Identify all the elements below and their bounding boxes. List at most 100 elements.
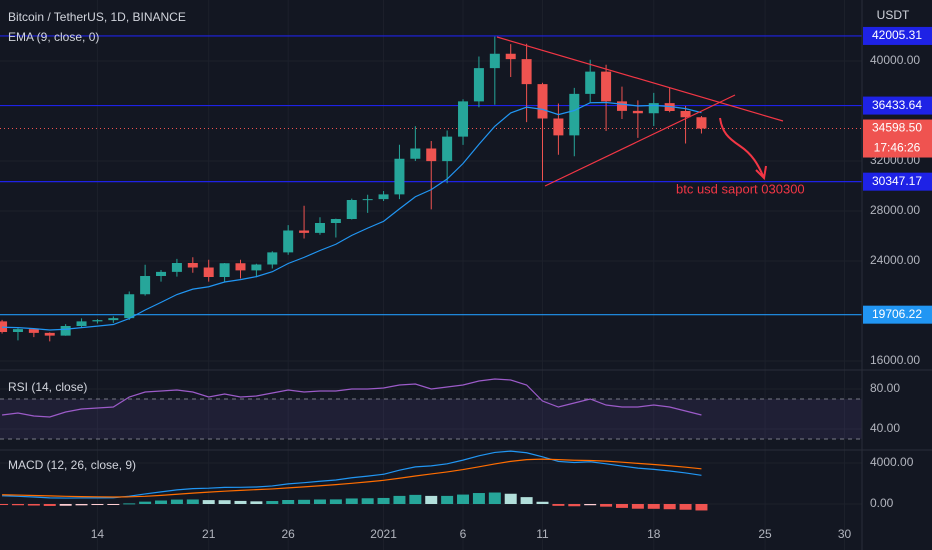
x-tick-label: 21	[202, 527, 216, 541]
histogram-bar	[155, 500, 168, 504]
candle-body	[458, 101, 469, 137]
x-tick-label: 6	[460, 527, 467, 541]
histogram-bar	[186, 499, 199, 504]
histogram-bar	[663, 503, 676, 510]
candle-body	[267, 252, 278, 265]
histogram-bar	[631, 503, 644, 509]
last-price-label-box	[863, 119, 932, 158]
y-tick-label: 40.00	[870, 421, 900, 435]
candle-body	[76, 321, 87, 326]
candle-body	[330, 219, 341, 223]
level-label-box	[863, 172, 932, 191]
trend-line-upper	[496, 36, 784, 122]
candle-body	[410, 148, 421, 159]
histogram-bar	[393, 495, 406, 504]
histogram-bar	[43, 503, 56, 506]
trend-line-lower	[544, 94, 736, 187]
histogram-bar	[123, 503, 136, 505]
histogram-bar	[139, 501, 152, 504]
histogram-bar	[488, 492, 501, 504]
histogram-bar	[457, 494, 470, 504]
rsi-band	[0, 399, 862, 439]
candle-body	[426, 148, 437, 162]
candle-body	[521, 59, 532, 85]
histogram-bar	[107, 503, 120, 505]
histogram-bar	[600, 503, 613, 507]
histogram-bar	[202, 500, 215, 504]
arrow	[719, 117, 767, 181]
level-label-box	[863, 26, 932, 45]
histogram-bar	[409, 494, 422, 504]
candle-body	[680, 111, 691, 118]
candle-body	[314, 223, 325, 233]
annotation: btc usd saport 030300	[676, 181, 805, 196]
x-tick-label: 11	[536, 527, 549, 541]
histogram-bar	[91, 503, 104, 506]
candle-body	[696, 117, 707, 129]
histogram-bar	[0, 503, 9, 506]
candle-body	[632, 110, 643, 114]
rsi-line	[1, 378, 702, 418]
histogram-bar	[504, 493, 517, 504]
histogram-bar	[329, 499, 342, 504]
histogram-bar	[536, 501, 549, 504]
candle-body	[378, 194, 389, 200]
histogram-bar	[377, 497, 390, 504]
last-price-label: 34598.50	[872, 121, 922, 135]
x-tick-label: 30	[838, 527, 852, 541]
candle-body	[140, 276, 151, 295]
histogram-bar	[568, 503, 581, 507]
candle-body	[473, 68, 484, 102]
candle-body	[108, 318, 119, 321]
countdown: 17:46:26	[874, 141, 921, 155]
x-tick-label: 2021	[370, 527, 397, 541]
candle-body	[648, 103, 659, 114]
level-label: 42005.31	[872, 28, 922, 42]
candle-body	[299, 230, 310, 233]
histogram-bar	[250, 501, 263, 504]
y-tick-label: 40000.00	[870, 53, 920, 67]
ema-line	[2, 101, 702, 331]
histogram-bar	[313, 499, 326, 504]
histogram-bar	[345, 498, 358, 504]
y-tick-label: 28000.00	[870, 203, 920, 217]
candle-body	[537, 84, 548, 119]
macd-line	[2, 458, 702, 498]
macd-label: MACD (12, 26, close, 9)	[8, 458, 136, 472]
candle-body	[156, 271, 167, 276]
candle-body	[489, 53, 500, 69]
histogram-bar	[218, 500, 231, 504]
histogram-bar	[282, 500, 295, 504]
histogram-bar	[679, 503, 692, 510]
rsi-label: RSI (14, close)	[8, 380, 87, 394]
histogram-bar	[472, 493, 485, 504]
histogram-bar	[170, 499, 183, 504]
y-tick-label: 4000.00	[870, 455, 914, 469]
y-tick-label: 80.00	[870, 381, 900, 395]
y-tick-label: 16000.00	[870, 353, 920, 367]
candle-body	[219, 263, 230, 277]
histogram-bar	[520, 497, 533, 504]
candle-body	[601, 71, 612, 102]
currency: USDT	[877, 8, 910, 22]
candle-body	[92, 320, 103, 322]
histogram-bar	[11, 503, 24, 506]
histogram-bar	[234, 500, 247, 504]
candle-body	[28, 329, 39, 333]
histogram-bar	[647, 503, 660, 509]
candle-body	[394, 158, 405, 195]
candle-body	[283, 230, 294, 253]
histogram-bar	[59, 503, 72, 506]
candle-body	[442, 136, 453, 162]
histogram-bar	[552, 503, 565, 506]
histogram-bar	[27, 503, 40, 506]
level-label: 19706.22	[872, 307, 922, 321]
histogram-bar	[75, 503, 88, 506]
candle-body	[187, 263, 198, 268]
candle-body	[235, 263, 246, 271]
histogram-bar	[298, 499, 311, 504]
candle-body	[44, 332, 55, 336]
level-label: 36433.64	[872, 98, 922, 112]
candle-body	[12, 329, 23, 332]
